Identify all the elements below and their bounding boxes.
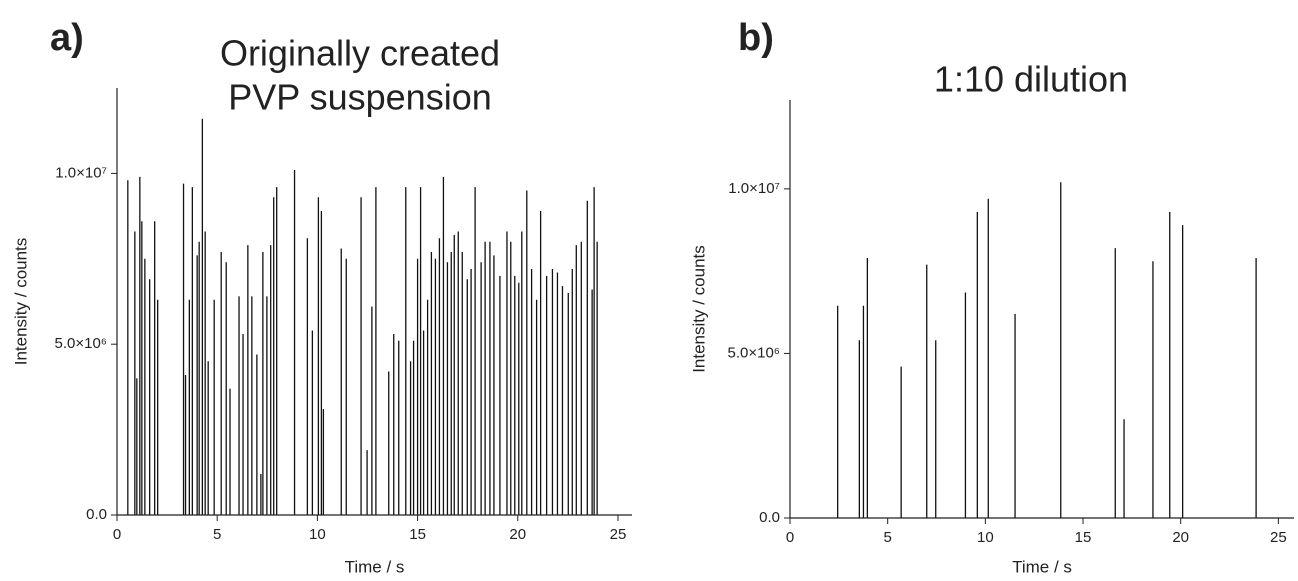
x-tick-label: 10	[309, 526, 326, 543]
panel-label: a)	[50, 17, 84, 59]
chart-title: PVP suspension	[228, 77, 492, 118]
y-tick-label: 5.0×10⁶	[55, 335, 107, 352]
x-tick-label: 5	[213, 526, 221, 543]
x-tick-label: 25	[1270, 529, 1287, 546]
y-axis-label: Intensity / counts	[689, 245, 708, 373]
x-tick-label: 20	[1172, 529, 1189, 546]
x-tick-label: 10	[977, 529, 994, 546]
y-tick-label: 0.0	[86, 506, 107, 523]
x-tick-label: 5	[884, 529, 892, 546]
y-tick-label: 1.0×10⁷	[55, 164, 107, 181]
y-tick-label: 0.0	[759, 509, 780, 526]
x-tick-label: 0	[113, 526, 121, 543]
y-tick-label: 5.0×10⁶	[728, 344, 780, 361]
panel-label: b)	[738, 17, 774, 59]
x-axis-label: Time / s	[345, 557, 405, 576]
chart-title: 1:10 dilution	[934, 59, 1128, 100]
x-tick-label: 20	[509, 526, 526, 543]
x-tick-label: 0	[786, 529, 794, 546]
x-tick-label: 25	[610, 526, 627, 543]
x-axis-label: Time / s	[1012, 557, 1072, 576]
x-tick-label: 15	[409, 526, 426, 543]
y-tick-label: 1.0×10⁷	[728, 180, 780, 197]
x-tick-label: 15	[1075, 529, 1092, 546]
y-axis-label: Intensity / counts	[11, 238, 30, 366]
chart-title: Originally created	[220, 33, 500, 74]
